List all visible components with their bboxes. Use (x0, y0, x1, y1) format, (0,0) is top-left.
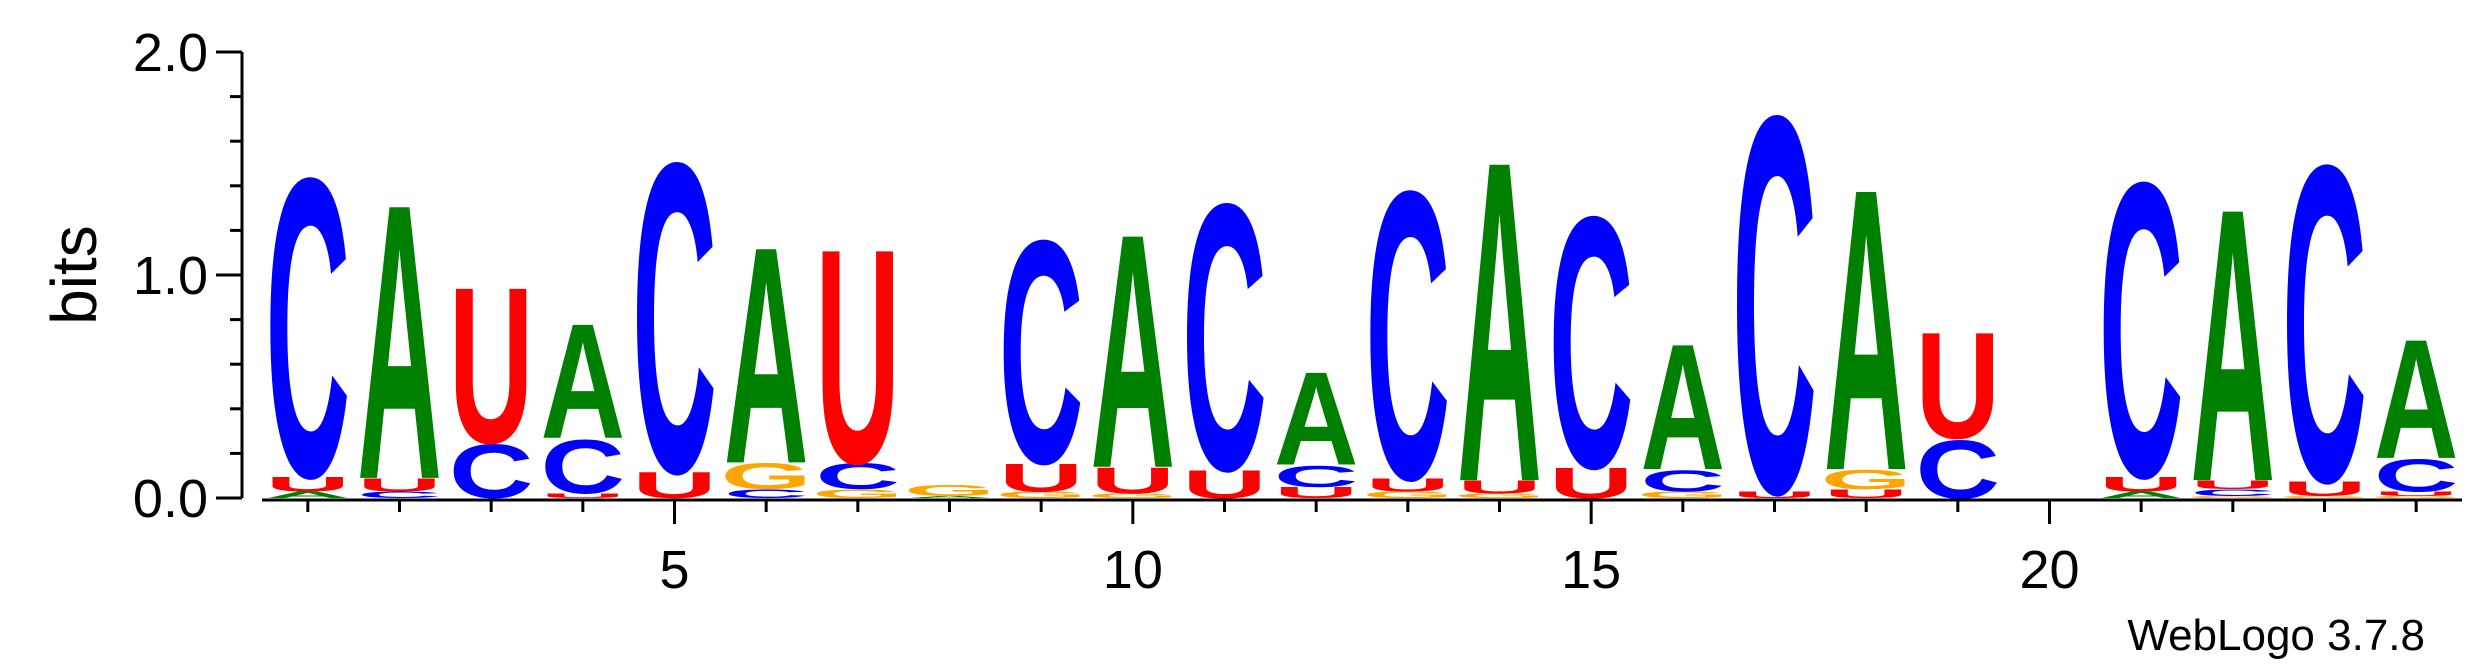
logo-letter-U-pos10: U (1091, 460, 1176, 501)
logo-letter-A-pos10: A (1091, 165, 1176, 539)
logo-letter-A-pos8: A (907, 495, 992, 498)
logo-letter-G-pos23: G (2279, 495, 2370, 498)
weblogo-credit: WebLogo 3.7.8 (2127, 611, 2425, 660)
logo-letter-U-pos13: U (1366, 474, 1451, 495)
logo-letter-A-pos1: A (266, 490, 351, 500)
logo-letter-G-pos16: G (1637, 490, 1728, 500)
logo-letter-G-pos6: G (721, 456, 812, 497)
logo-letter-U-pos4: U (541, 492, 626, 499)
logo-letter-U-pos24: U (2374, 490, 2459, 497)
logo-letter-C-pos23: C (2282, 71, 2367, 576)
logo-letter-A-pos12: A (1274, 343, 1359, 493)
logo-letter-A-pos22: A (2191, 128, 2276, 564)
logo-letter-G-pos13: G (1362, 490, 1453, 500)
logo-letter-A-pos2: A (357, 123, 442, 562)
logo-letter-C-pos17: C (1732, 3, 1817, 606)
logo-letter-U-pos2: U (357, 474, 442, 495)
logo-letter-G-pos24: G (2371, 495, 2462, 498)
logo-letter-A-pos18: A (1824, 105, 1909, 554)
logo-letter-C-pos12: C (1274, 459, 1359, 494)
x-tick-label: 15 (1561, 540, 1621, 600)
y-tick-label: 1.0 (133, 246, 208, 306)
logo-letter-C-pos11: C (1182, 124, 1267, 550)
logo-letter-C-pos21: C (2099, 94, 2184, 565)
logo-letter-C-pos2: C (357, 490, 442, 500)
logo-letter-G-pos7: G (812, 487, 903, 501)
logo-letter-A-pos21: A (2099, 490, 2184, 500)
logo-letter-U-pos21: U (2099, 472, 2184, 496)
logo-letter-C-pos5: C (632, 71, 717, 566)
logo-letter-C-pos16: C (1641, 463, 1726, 498)
logo-letter-C-pos22: C (2191, 487, 2276, 497)
logo-letter-C-pos9: C (999, 173, 1084, 530)
logo-letter-U-pos3: U (449, 241, 534, 490)
logo-letter-U-pos7: U (816, 186, 901, 528)
logo-letter-A-pos24: A (2374, 304, 2459, 494)
logo-letter-A-pos14: A (1457, 65, 1542, 577)
logo-letter-A-pos4: A (541, 290, 626, 473)
logo-letter-C-pos13: C (1366, 107, 1451, 567)
logo-letter-U-pos23: U (2282, 476, 2367, 500)
logo-letter-G-pos14: G (1454, 492, 1545, 499)
logo-letter-G-pos9: G (996, 490, 1087, 500)
logo-letter-C-pos15: C (1549, 141, 1634, 543)
x-tick-label: 20 (2019, 540, 2079, 600)
logo-letter-C-pos7: C (816, 456, 901, 497)
logo-letter-U-pos17: U (1732, 490, 1817, 500)
logo-letter-G-pos22: G (2187, 495, 2278, 498)
logo-letter-U-pos18: U (1824, 487, 1909, 501)
logo-letter-C-pos24: C (2374, 449, 2459, 501)
logo-letter-A-pos6: A (724, 182, 809, 529)
y-axis-title: bits (38, 225, 110, 325)
logo-letter-U-pos9: U (999, 455, 1084, 500)
logo-letter-U-pos22: U (2191, 478, 2276, 492)
x-tick-label: 10 (1103, 540, 1163, 600)
logo-letter-C-pos1: C (266, 90, 351, 567)
x-tick-label: 5 (659, 540, 689, 600)
logo-letter-U-pos1: U (266, 472, 351, 496)
logo-letter-A-pos16: A (1641, 308, 1726, 508)
logo-letter-U-pos12: U (1274, 484, 1359, 501)
y-tick-label: 2.0 (133, 23, 208, 83)
logo-letter-G-pos18: G (1821, 464, 1912, 495)
logo-letter-G-pos10: G (1087, 492, 1178, 499)
logo-letter-U-pos19: U (1916, 300, 2001, 470)
logo-letter-G-pos8: G (904, 482, 995, 499)
logo-letter-C-pos6: C (724, 487, 809, 501)
y-tick-label: 0.0 (133, 469, 208, 529)
axes: 0.0 1.0 2.0 5 10 15 20 (133, 23, 2462, 600)
logo-letter-C-pos4: C (541, 424, 626, 511)
logo-letter-U-pos14: U (1457, 477, 1542, 498)
